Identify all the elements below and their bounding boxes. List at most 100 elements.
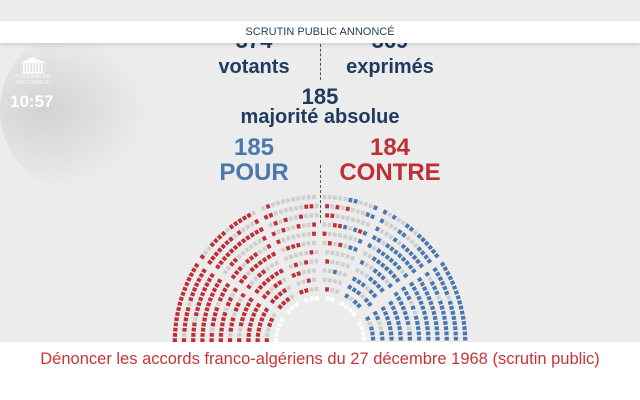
seat [270, 251, 277, 258]
seat [268, 286, 275, 293]
seat [329, 297, 335, 303]
seat [427, 276, 433, 282]
seat [388, 331, 394, 336]
seat [371, 279, 378, 286]
seat [368, 265, 374, 271]
seat [407, 264, 414, 270]
seat [399, 268, 406, 275]
seat [408, 300, 414, 306]
seat [223, 306, 230, 312]
seat [233, 306, 239, 312]
seat [383, 231, 390, 237]
seat [343, 196, 348, 202]
seat [296, 271, 302, 277]
seat [439, 305, 445, 311]
seat [449, 280, 456, 286]
seat [293, 215, 299, 220]
seat [303, 297, 309, 303]
seat [424, 320, 430, 326]
caption-bar: Dénoncer les accords franco-algériens du… [0, 342, 640, 400]
seat [420, 305, 426, 311]
votants-label: votants [218, 56, 290, 78]
seat [185, 306, 191, 312]
seat [211, 287, 218, 293]
seat [252, 240, 259, 247]
seat [396, 217, 402, 223]
seat [257, 248, 263, 255]
seat [461, 320, 467, 326]
seat [238, 278, 245, 285]
seat [348, 296, 354, 302]
seat [270, 202, 276, 208]
seat [442, 285, 448, 291]
seat [236, 241, 243, 247]
seat [230, 291, 236, 298]
seat [351, 311, 357, 318]
seat [201, 322, 207, 327]
seat [383, 265, 390, 272]
seat [350, 217, 356, 223]
seat [191, 267, 197, 273]
seat [342, 243, 348, 249]
seat [254, 218, 260, 225]
seat [430, 248, 437, 255]
seat [192, 322, 197, 327]
seat [406, 295, 412, 301]
seat [406, 326, 412, 331]
seat [204, 281, 210, 288]
seat [273, 210, 279, 216]
seat [372, 205, 379, 211]
seat [397, 229, 403, 235]
seat [332, 278, 338, 284]
seat [433, 320, 439, 326]
seat [388, 223, 394, 229]
seat [360, 282, 366, 288]
seat [355, 208, 361, 214]
seat [363, 297, 370, 304]
seat [273, 270, 280, 277]
seat [384, 243, 391, 249]
seat [285, 235, 291, 241]
seat [380, 240, 387, 246]
seat [222, 311, 228, 317]
seat [218, 259, 224, 266]
seat [357, 238, 363, 244]
seat [371, 245, 378, 251]
seat [257, 259, 264, 266]
seat [400, 256, 407, 263]
clock: 10:57 [10, 92, 54, 111]
seat [352, 227, 358, 233]
seat [416, 276, 423, 283]
seat [228, 236, 234, 243]
seat [285, 197, 291, 203]
seat [348, 197, 353, 203]
seat [437, 300, 444, 306]
seat [188, 296, 194, 302]
seat [387, 211, 393, 218]
seat [445, 270, 451, 276]
seat [419, 250, 426, 256]
seat [345, 263, 351, 269]
seat [301, 241, 306, 247]
seat [432, 267, 438, 273]
seat [404, 247, 411, 253]
seat [174, 317, 179, 322]
seat [237, 327, 243, 332]
seat [436, 295, 442, 301]
seat [411, 254, 418, 261]
seat [442, 315, 447, 321]
seat [358, 200, 364, 206]
seat [232, 244, 239, 251]
seat [275, 200, 281, 206]
seat [178, 296, 184, 302]
seat [268, 212, 274, 218]
seat [379, 228, 385, 235]
contre-label: CONTRE [339, 159, 441, 186]
seat [248, 322, 254, 327]
seat [184, 311, 190, 317]
seat [342, 234, 348, 240]
seat [356, 279, 362, 285]
pour-value: 185 [233, 134, 275, 161]
seat [175, 311, 180, 317]
seat [345, 253, 351, 259]
